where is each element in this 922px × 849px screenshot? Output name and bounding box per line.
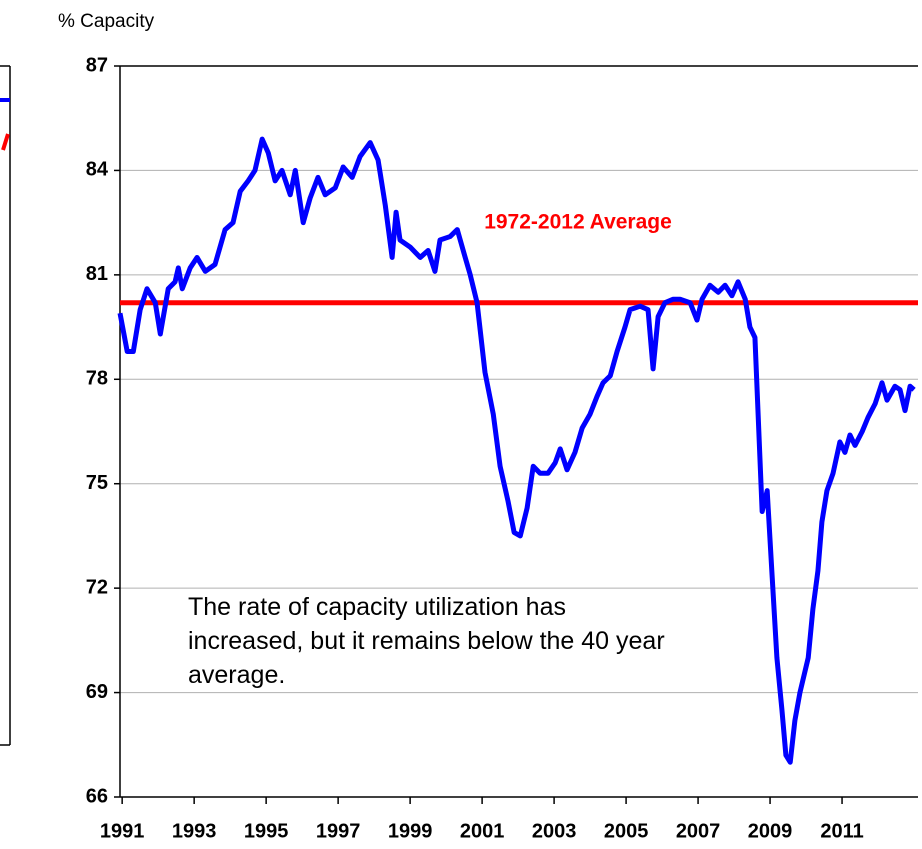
y-tick-label: 66 [86,785,108,807]
y-tick-label: 75 [86,472,108,494]
x-tick-label: 2009 [748,820,793,842]
x-tick-label: 1995 [244,820,289,842]
x-tick-label: 1997 [316,820,361,842]
y-tick-label: 87 [86,54,108,76]
y-axis-label: % Capacity [58,11,155,32]
x-tick-label: 2007 [676,820,721,842]
y-tick-label: 81 [86,263,108,285]
x-tick-label: 1993 [172,820,217,842]
annotation-box: The rate of capacity utilization has inc… [188,593,665,689]
x-tick-label: 2011 [820,820,863,842]
x-tick-label: 2005 [604,820,649,842]
x-tick-label: 1999 [388,820,433,842]
plot-area: 66 69 72 75 78 81 84 87 1991 1993 1995 1997 1999 2001… [86,54,918,842]
x-tick-label: 2003 [532,820,577,842]
average-label: 1972-2012 Average [484,211,672,234]
data-line [117,136,916,765]
x-tick-label: 1991 [100,820,145,842]
cropped-chart-fragment [0,65,11,746]
y-tick-label: 84 [86,159,109,181]
y-tick-label: 78 [86,368,108,390]
y-tick-label: 69 [86,681,108,703]
y-tick-label: 72 [86,576,108,598]
annotation: The rate of capacity utilization has inc… [188,593,665,689]
x-tick-label: 2001 [460,820,505,842]
